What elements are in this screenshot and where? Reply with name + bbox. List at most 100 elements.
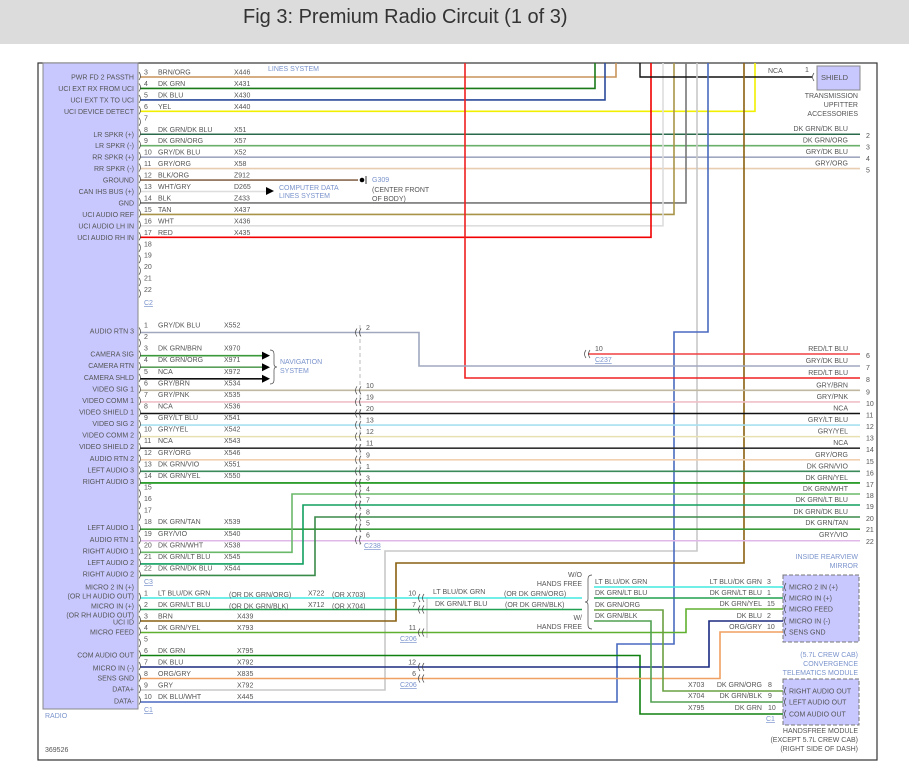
circuit-label: X971 <box>224 357 240 364</box>
handsfree-pin-function: RIGHT AUDIO OUT <box>789 689 852 696</box>
inline-connector-icon <box>355 478 362 488</box>
wire-color-label: ORG/GRY <box>158 671 191 678</box>
right-pin-number: 19 <box>866 504 874 511</box>
handsfree-title: HANDSFREE MODULE <box>783 728 858 735</box>
pin-function-label: RR SPKR (-) <box>94 166 134 173</box>
pin-number: 2 <box>144 602 148 609</box>
pin-function-label: SENS GND <box>97 676 134 683</box>
right-wire-label: NCA <box>833 405 848 412</box>
wire-c3-21 <box>140 504 860 565</box>
right-wire-label: GRY/BRN <box>816 382 848 389</box>
c206-wire-alt-label: (OR DK GRN/ORG) <box>504 591 566 598</box>
wire-c2-6 <box>140 63 756 113</box>
circuit-label: X536 <box>224 403 240 410</box>
circuit-label: X544 <box>224 565 240 572</box>
pin-number: 22 <box>144 287 152 294</box>
transmission-upfitter-label: UPFITTER <box>824 102 858 109</box>
connector-pin-icon <box>784 686 787 696</box>
pin-number: 18 <box>144 519 152 526</box>
wire-alt-label: (OR DK GRN/BLK) <box>229 604 289 611</box>
c237-pin: 10 <box>595 346 603 353</box>
right-pin-number: 7 <box>866 365 870 372</box>
pin-function-label: RIGHT AUDIO 2 <box>83 571 134 578</box>
connector-pin-icon <box>138 106 141 115</box>
handsfree-module-box <box>782 678 860 726</box>
wire-color-label: RED <box>158 230 173 237</box>
handsfree-pin-number: 10 <box>768 705 776 712</box>
wire-color-label: WHT <box>158 218 175 225</box>
connector-c238-label: C238 <box>364 543 381 550</box>
right-wire-label: RED/LT BLU <box>808 346 848 353</box>
wire-color-label: DK GRN/TAN <box>158 519 201 526</box>
inline-connector-icon <box>418 605 425 614</box>
mirror-pin-number: 3 <box>767 579 771 586</box>
wire-color-label: GRY/DK BLU <box>158 150 200 157</box>
connector-pin-icon <box>138 489 141 498</box>
circuit-label: X722 <box>308 591 324 598</box>
arrow-icon <box>262 363 270 372</box>
handsfree-title: (EXCEPT 5.7L CREW CAB) <box>770 737 858 744</box>
pin-function-label: UCI AUDIO LH IN <box>78 223 134 230</box>
connector-pin-icon <box>138 151 141 161</box>
inline-connector-icon <box>418 662 425 672</box>
wire-c1-6 <box>140 654 783 715</box>
c206-pin-number: 6 <box>412 671 416 678</box>
circuit-label: X539 <box>224 519 240 526</box>
wire-color-label: BRN/ORG <box>158 70 191 77</box>
wire-red-lt-blu-8 <box>464 63 860 379</box>
circuit-label: X58 <box>234 161 247 168</box>
connector-pin-icon <box>784 627 787 637</box>
connector-pin-icon <box>784 593 787 603</box>
connector-pin-icon <box>138 362 141 371</box>
connector-pin-icon <box>138 661 141 671</box>
pin-number: 13 <box>144 184 152 191</box>
pin-number: 20 <box>144 264 152 271</box>
pin-number: 13 <box>144 461 152 468</box>
right-pin-number: 13 <box>866 436 874 443</box>
pin-function-label: LEFT AUDIO 3 <box>87 467 134 474</box>
pin-number: 11 <box>144 161 151 168</box>
connector-pin-icon <box>138 254 141 264</box>
pin-function-label: GND <box>118 200 134 207</box>
pin-number: 9 <box>144 138 148 145</box>
mirror-title: INSIDE REARVIEW <box>796 554 859 561</box>
connector-c237-label: C237 <box>595 357 612 364</box>
pin-function-label: RR SPKR (+) <box>92 155 134 162</box>
circuit-label: X970 <box>224 346 240 353</box>
arrow-icon <box>262 351 270 360</box>
inline-connector-icon <box>355 512 362 522</box>
right-wire-label: DK GRN/VIO <box>807 463 849 470</box>
c206-wire-alt-label: (OR DK GRN/BLK) <box>505 602 565 609</box>
pin-number: 15 <box>144 484 152 491</box>
connector-pin-icon <box>138 220 141 230</box>
pin-function-label: AUDIO RTN 1 <box>90 537 134 544</box>
right-wire-label: GRY/YEL <box>818 429 848 436</box>
pin-function-label: LR SPKR (+) <box>93 132 134 139</box>
right-pin-number: 15 <box>866 459 874 466</box>
mirror-pin-number: 2 <box>767 613 771 620</box>
connector-pin-icon <box>138 117 141 127</box>
handsfree-wire-label: DK GRN/BLK <box>720 693 763 700</box>
wire-color-label: DK GRN/ORG <box>158 357 203 364</box>
handsfree-pin-function: COM AUDIO OUT <box>789 712 847 719</box>
connector-pin-icon <box>138 266 141 275</box>
wire-color-label: DK GRN/YEL <box>158 473 201 480</box>
inline-connector-icon <box>418 593 425 603</box>
pin-number: 1 <box>144 323 148 330</box>
wire-color-label: DK GRN/VIO <box>158 461 200 468</box>
pin-number: 5 <box>144 369 148 376</box>
mirror-pin-function: MICRO 2 IN (+) <box>789 585 838 592</box>
wire-color-label: NCA <box>158 403 173 410</box>
mirror-pin-number: 10 <box>767 624 775 631</box>
navigation-label: SYSTEM <box>280 368 309 375</box>
wire-c3-20 <box>140 493 860 554</box>
wire-color-label: DK GRN <box>158 81 185 88</box>
right-wire-label: DK GRN/DK BLU <box>794 509 848 516</box>
pin-number: 21 <box>144 276 152 283</box>
connector-c2-label: C2 <box>144 300 153 307</box>
pin-number: 3 <box>144 614 148 621</box>
ground-location: (CENTER FRONT <box>372 187 430 194</box>
circuit-label: X57 <box>234 138 247 145</box>
connector-pin-icon <box>138 373 141 382</box>
circuit-label: X541 <box>224 415 240 422</box>
